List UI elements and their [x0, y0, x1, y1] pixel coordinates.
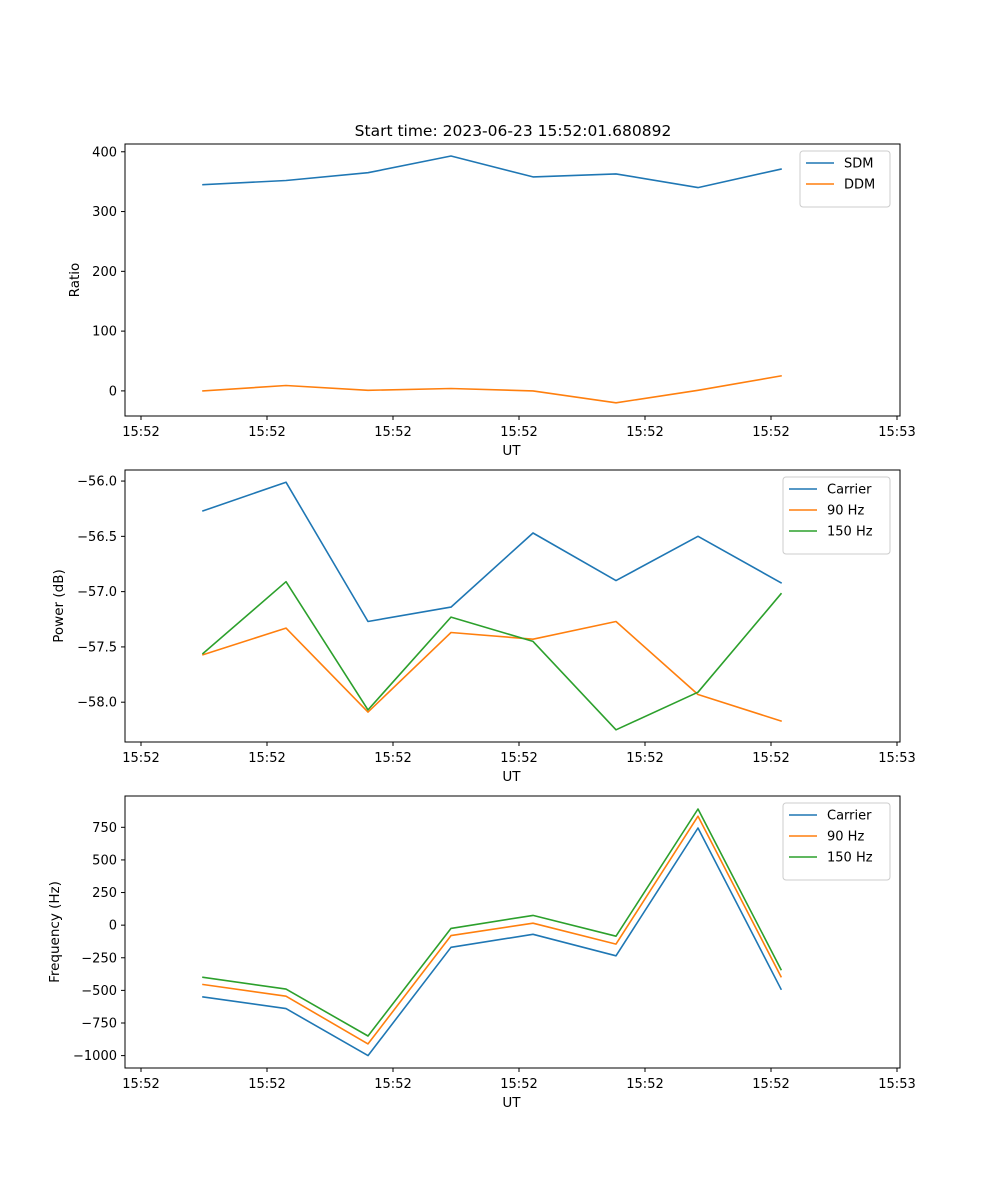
y-tick-label: 250 [92, 886, 117, 901]
series-line-150-hz [201, 580, 783, 731]
x-tick-label: 15:52 [374, 751, 411, 766]
y-axis-label: Power (dB) [51, 569, 67, 642]
legend-label: Carrier [827, 809, 872, 824]
x-tick-label: 15:53 [878, 751, 915, 766]
y-tick-label: −57.5 [77, 640, 117, 655]
legend-box [782, 802, 891, 881]
series-line-carrier [202, 827, 783, 1057]
legend-box [782, 476, 891, 555]
x-tick-label: 15:52 [248, 1077, 285, 1092]
x-tick-label: 15:52 [752, 425, 789, 440]
x-tick-label: 15:52 [122, 1077, 159, 1092]
x-tick-label: 15:52 [626, 425, 663, 440]
x-tick-label: 15:52 [248, 425, 285, 440]
y-tick-label: −56.0 [77, 475, 117, 490]
y-tick-label: 100 [92, 325, 117, 340]
y-axis-label: Frequency (Hz) [47, 881, 63, 983]
legend-label: 90 Hz [827, 830, 864, 845]
y-tick-label: −1000 [73, 1049, 117, 1064]
x-tick-label: 15:52 [752, 751, 789, 766]
y-tick-label: 200 [92, 265, 117, 280]
y-tick-label: 500 [92, 853, 117, 868]
legend: Carrier 90 Hz 150 Hz [782, 802, 891, 881]
x-tick-label: 15:52 [626, 1077, 663, 1092]
x-tick-label: 15:52 [248, 751, 285, 766]
x-tick-label: 15:52 [122, 425, 159, 440]
y-tick-label: 300 [92, 205, 117, 220]
x-tick-label: 15:52 [122, 751, 159, 766]
y-tick-label: −250 [81, 951, 117, 966]
series-line-150-hz [202, 808, 783, 1037]
legend-label: 150 Hz [827, 525, 873, 540]
y-tick-label: 0 [109, 919, 117, 934]
x-tick-label: 15:52 [500, 1077, 537, 1092]
legend-label: 150 Hz [827, 851, 873, 866]
chart-title: Start time: 2023-06-23 15:52:01.680892 [355, 122, 672, 140]
legend-label: 90 Hz [827, 504, 864, 519]
series-line-ddm [202, 374, 782, 404]
y-tick-label: −500 [81, 984, 117, 999]
x-tick-label: 15:52 [374, 425, 411, 440]
x-tick-label: 15:52 [374, 1077, 411, 1092]
legend: Carrier 90 Hz 150 Hz [782, 476, 891, 555]
axes-frame [124, 795, 901, 1069]
y-tick-label: −58.0 [77, 696, 117, 711]
y-tick-label: 0 [109, 384, 117, 399]
legend: SDM DDM [799, 150, 891, 208]
x-tick-label: 15:52 [500, 425, 537, 440]
x-tick-label: 15:53 [878, 1077, 915, 1092]
y-tick-label: 400 [92, 145, 117, 160]
legend-box [799, 150, 891, 208]
legend-label: SDM [844, 157, 873, 172]
x-tick-label: 15:53 [878, 425, 915, 440]
x-tick-label: 15:52 [626, 751, 663, 766]
x-axis-label: UT [502, 769, 521, 785]
series-line-90-hz [201, 620, 783, 723]
series-line-carrier [201, 481, 783, 623]
x-tick-label: 15:52 [500, 751, 537, 766]
subplot-2: −56.0 −56.5 −57.0 −57.5 −58.0 15:52 15:52 15:52… [51, 469, 916, 785]
axes-frame [124, 469, 901, 743]
subplot-3: 750 500 250 0 −250 −500 −750 −1000 15:52 15:52 15:… [47, 795, 916, 1111]
y-tick-label: −57.0 [77, 585, 117, 600]
axes-frame [124, 143, 901, 417]
series-line-sdm [202, 155, 782, 189]
x-tick-label: 15:52 [752, 1077, 789, 1092]
subplot-1: 0 100 200 300 400 15:52 15:52 15:52 15:52 15:52 15… [67, 143, 916, 459]
x-axis-label: UT [502, 443, 521, 459]
legend-label: DDM [844, 178, 875, 193]
y-tick-label: −750 [81, 1016, 117, 1031]
x-axis-label: UT [502, 1095, 521, 1111]
series-line-90-hz [202, 815, 783, 1045]
legend-label: Carrier [827, 483, 872, 498]
y-tick-label: −56.5 [77, 530, 117, 545]
y-tick-label: 750 [92, 821, 117, 836]
y-axis-label: Ratio [67, 263, 83, 298]
